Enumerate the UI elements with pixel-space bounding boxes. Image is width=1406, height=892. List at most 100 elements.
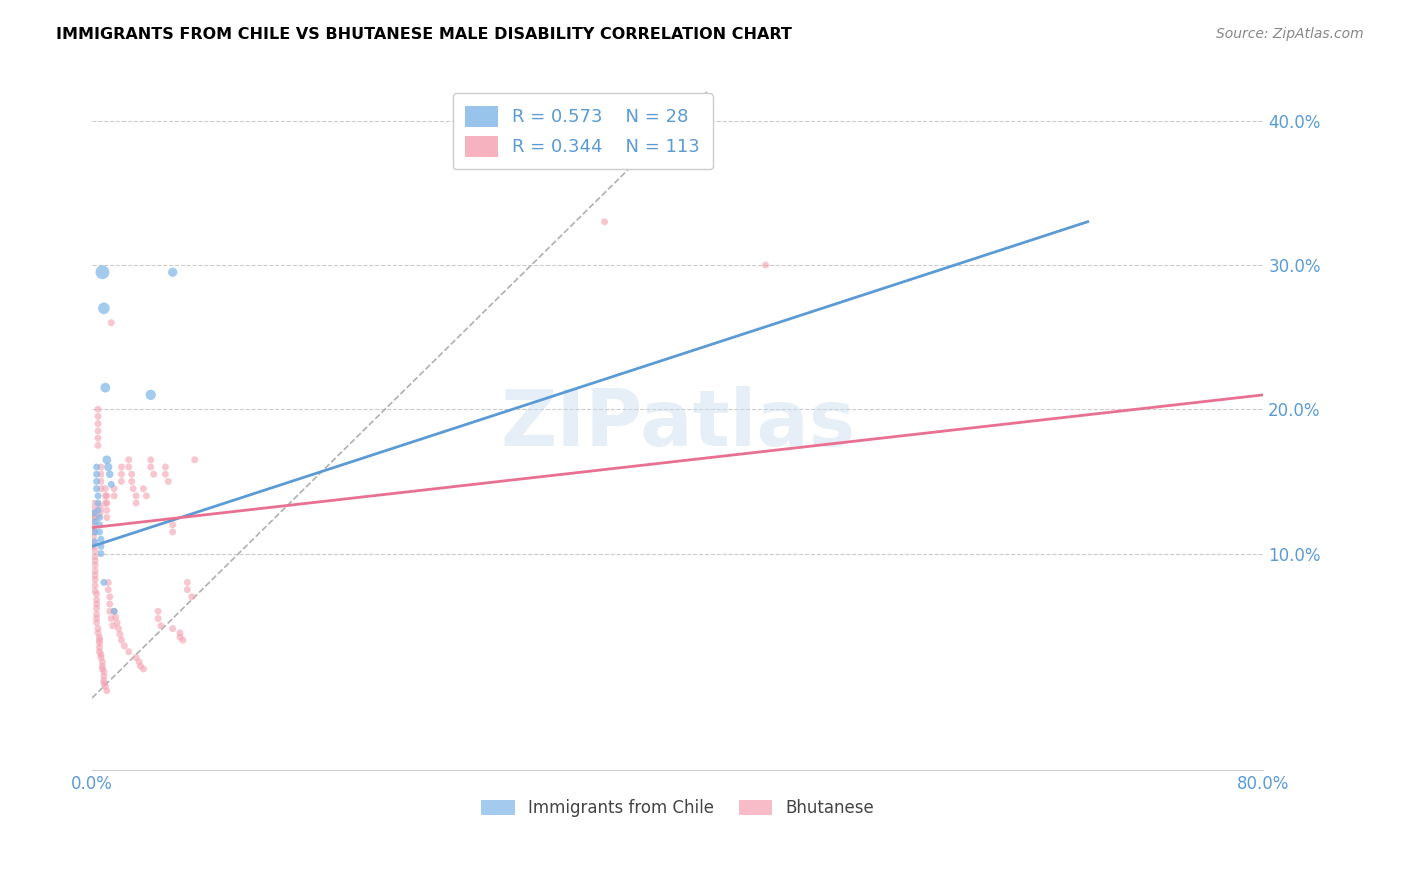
Point (93, 665, 115, 679)
Text: Source: ZipAtlas.com: Source: ZipAtlas.com (1216, 27, 1364, 41)
Point (84, 524, 107, 539)
Point (87, 409, 110, 424)
Point (86, 601, 108, 615)
Point (125, 650, 148, 665)
Point (98, 590, 121, 604)
Point (90, 482, 112, 496)
Point (162, 517, 184, 532)
Point (87, 424, 110, 438)
Point (83, 524, 105, 539)
Point (162, 265, 184, 279)
Point (103, 489, 125, 503)
Text: ZIPatlas: ZIPatlas (501, 385, 855, 462)
Point (90, 540, 112, 554)
Point (93, 673, 115, 688)
Point (103, 604, 125, 618)
Point (98, 604, 121, 618)
Point (84, 549, 107, 564)
Point (118, 645, 141, 659)
Point (87, 626, 110, 640)
Point (89, 633, 111, 648)
Point (97, 460, 120, 475)
Point (98, 597, 121, 611)
Point (84, 543, 107, 558)
Point (87, 431, 110, 445)
Point (94, 482, 117, 496)
Point (110, 460, 132, 475)
Point (155, 467, 177, 482)
Point (84, 573, 107, 587)
Point (90, 648, 112, 662)
Point (149, 618, 172, 632)
Point (90, 532, 112, 546)
Point (122, 482, 145, 496)
Point (593, 215, 616, 229)
Point (87, 438, 110, 452)
Point (86, 475, 108, 489)
Point (89, 645, 111, 659)
Point (96, 683, 118, 698)
Point (142, 467, 165, 482)
Point (107, 622, 129, 636)
Point (108, 627, 131, 641)
Point (755, 258, 778, 272)
Point (90, 460, 112, 475)
Point (89, 510, 111, 524)
Point (110, 467, 132, 482)
Point (121, 467, 143, 482)
Point (132, 482, 155, 496)
Point (93, 676, 115, 690)
Point (84, 558, 107, 573)
Point (94, 679, 117, 693)
Point (132, 662, 155, 676)
Point (89, 524, 111, 539)
Point (90, 475, 112, 489)
Point (87, 417, 110, 431)
Point (84, 568, 107, 582)
Point (146, 611, 169, 625)
Point (96, 510, 118, 524)
Point (86, 597, 108, 611)
Point (135, 489, 157, 503)
Point (93, 301, 115, 316)
Point (86, 607, 108, 622)
Point (146, 604, 169, 618)
Point (84, 584, 107, 599)
Point (86, 592, 108, 607)
Point (97, 582, 120, 597)
Point (94, 489, 117, 503)
Point (125, 496, 148, 510)
Point (172, 633, 194, 648)
Point (90, 650, 112, 665)
Point (162, 524, 184, 539)
Legend: Immigrants from Chile, Bhutanese: Immigrants from Chile, Bhutanese (475, 793, 882, 824)
Point (83, 509, 105, 524)
Point (83, 540, 105, 554)
Point (84, 564, 107, 578)
Point (129, 659, 152, 673)
Point (84, 535, 107, 549)
Point (139, 460, 162, 475)
Point (93, 669, 115, 683)
Point (110, 475, 132, 489)
Point (89, 517, 111, 532)
Point (183, 452, 205, 467)
Point (83, 535, 105, 549)
Point (87, 503, 110, 517)
Point (86, 460, 108, 475)
Point (110, 633, 132, 648)
Point (103, 604, 125, 618)
Point (83, 529, 105, 543)
Point (83, 515, 105, 529)
Point (96, 489, 118, 503)
Point (84, 578, 107, 592)
Point (101, 618, 124, 632)
Point (86, 482, 108, 496)
Point (97, 575, 120, 590)
Point (86, 467, 108, 482)
Point (96, 496, 118, 510)
Point (118, 452, 141, 467)
Point (86, 611, 108, 625)
Point (100, 477, 122, 491)
Point (100, 611, 122, 625)
